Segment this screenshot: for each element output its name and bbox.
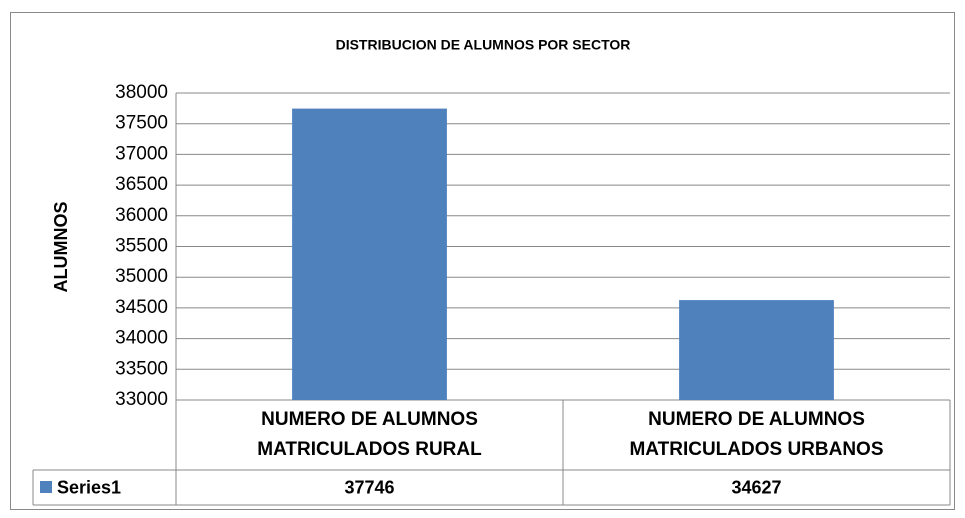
y-tick-label: 37500 (115, 113, 168, 134)
y-tick-label: 33500 (115, 358, 168, 379)
legend-label: Series1 (57, 477, 121, 497)
chart-title: DISTRIBUCION DE ALUMNOS POR SECTOR (336, 37, 631, 53)
bar (292, 108, 447, 401)
table-value: 37746 (344, 477, 394, 497)
y-tick-label: 36500 (115, 174, 168, 195)
x-tick-label: NUMERO DE ALUMNOS MATRICULADOS URBANOS (629, 409, 884, 460)
y-axis-label: ALUMNOS (51, 202, 71, 293)
y-tick-label: 34000 (115, 328, 168, 349)
y-tick-label: 35500 (115, 236, 168, 257)
bar (679, 300, 834, 400)
y-tick-label: 36000 (115, 205, 168, 226)
y-tick-label: 33000 (115, 389, 168, 410)
y-tick-label: 34500 (115, 297, 168, 318)
y-tick-label: 35000 (115, 266, 168, 287)
chart-border (10, 12, 955, 510)
y-tick-label: 38000 (115, 82, 168, 103)
legend-key (40, 481, 52, 493)
table-value: 34627 (731, 477, 781, 497)
y-tick-label: 37000 (115, 143, 168, 164)
x-tick-label: NUMERO DE ALUMNOS MATRICULADOS RURAL (257, 409, 482, 460)
